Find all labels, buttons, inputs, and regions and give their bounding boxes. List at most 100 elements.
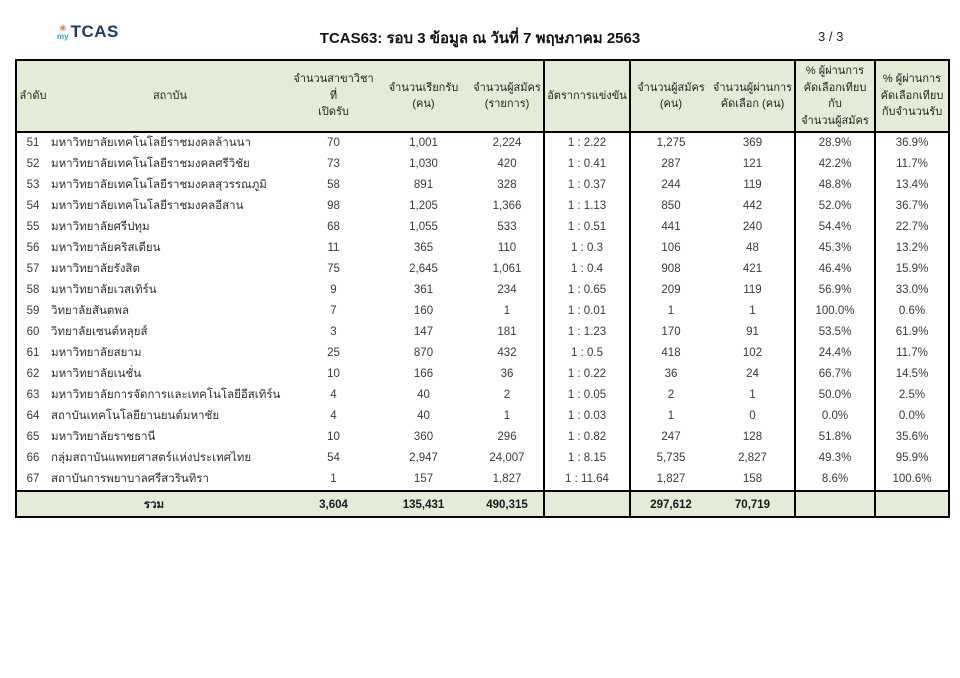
cell-no: 59 (26, 305, 40, 317)
page-title: TCAS63: รอบ 3 ข้อมูล ณ วันที่ 7 พฤษภาคม … (319, 30, 641, 47)
table-row: 51 มหาวิทยาลัยเทคโนโลยีราชมงคลล้านนา 70 1,0… (17, 133, 948, 154)
cell-institution: มหาวิทยาลัยเทคโนโลยีราชมงคลล้านนา (51, 137, 251, 149)
column-header-no: ลำดับ (19, 89, 47, 102)
cell-pct-passed-vs-intake: 100.6% (874, 469, 948, 490)
column-header-passed-selection: จำนวนผู้ผ่านการ คัดเลือก (คน) (712, 81, 793, 111)
cell-no: 65 (26, 431, 40, 443)
table-row: 66 กลุ่มสถาบันแพทยศาสตร์แห่งประเทศไทย 54 2,… (17, 448, 948, 469)
cell-institution: มหาวิทยาลัยเวสเทิร์น (51, 284, 157, 296)
column-header-applicants: จำนวนผู้สมัคร (คน) (629, 61, 711, 131)
cell-applicants: 244 (629, 175, 711, 196)
cell-passed-selection: 48 (746, 242, 759, 254)
cell-programs-offered: 58 (327, 179, 340, 191)
table-header-row: ลำดับ สถาบัน จำนวนสาขาวิชาที่ เปิดรับ จำนวนเ… (17, 61, 948, 133)
cell-applicants: 418 (629, 343, 711, 364)
table-row: 65 มหาวิทยาลัยราชธานี 10 360 296 1 : 0.82 247 1… (17, 427, 948, 448)
total-competition-ratio (543, 492, 629, 516)
cell-no: 64 (26, 410, 40, 422)
cell-pct-passed-vs-intake: 36.7% (874, 196, 948, 217)
cell-passed-selection: 121 (742, 158, 763, 170)
cell-applicants: 106 (629, 238, 711, 259)
cell-pct-passed-vs-intake: 14.5% (874, 364, 948, 385)
column-header-intake: จำนวนเรียกรับ (คน) (388, 81, 459, 111)
cell-intake: 361 (413, 284, 434, 296)
cell-competition-ratio: 1 : 2.22 (543, 133, 629, 154)
cell-intake: 157 (413, 473, 434, 485)
cell-pct-passed-vs-applicants: 56.9% (794, 280, 874, 301)
table-row: 58 มหาวิทยาลัยเวสเทิร์น 9 361 234 1 : 0.65 209… (17, 280, 948, 301)
cell-intake: 870 (413, 347, 434, 359)
cell-institution: มหาวิทยาลัยสยาม (51, 347, 142, 359)
cell-passed-selection: 442 (742, 200, 763, 212)
cell-competition-ratio: 1 : 0.41 (543, 154, 629, 175)
cell-institution: มหาวิทยาลัยคริสเตียน (51, 242, 161, 254)
cell-pct-passed-vs-applicants: 46.4% (794, 259, 874, 280)
cell-intake: 365 (413, 242, 434, 254)
cell-programs-offered: 98 (327, 200, 340, 212)
cell-applications: 1 (503, 410, 511, 422)
cell-pct-passed-vs-intake: 2.5% (874, 385, 948, 406)
page-indicator: 3 / 3 (818, 29, 844, 44)
cell-institution: มหาวิทยาลัยรังสิต (51, 263, 140, 275)
cell-passed-selection: 158 (742, 473, 763, 485)
cell-competition-ratio: 1 : 8.15 (543, 448, 629, 469)
logo-my-text: my (57, 31, 69, 41)
cell-applicants: 1 (629, 301, 711, 322)
cell-pct-passed-vs-applicants: 45.3% (794, 238, 874, 259)
cell-pct-passed-vs-intake: 11.7% (874, 154, 948, 175)
table-row: 52 มหาวิทยาลัยเทคโนโลยีราชมงคลศรีวิชัย 73 1… (17, 154, 948, 175)
cell-intake: 2,947 (409, 452, 438, 464)
cell-programs-offered: 3 (330, 326, 337, 338)
cell-programs-offered: 68 (327, 221, 340, 233)
flower-icon: ❀ (59, 22, 67, 33)
table-row: 67 สถาบันการพยาบาลศรีสวรินทิรา 1 157 1,827 1 … (17, 469, 948, 490)
table-row: 57 มหาวิทยาลัยรังสิต 75 2,645 1,061 1 : 0.4 90… (17, 259, 948, 280)
column-header-pct-passed-vs-applicants: % ผู้ผ่านการ คัดเลือกเทียบกับ จำนวนผู้สมัค… (794, 61, 874, 131)
cell-passed-selection: 119 (743, 284, 762, 296)
cell-passed-selection: 1 (749, 305, 756, 317)
table-row: 63 มหาวิทยาลัยการจัดการและเทคโนโลยีอีสเทิ… (17, 385, 948, 406)
cell-competition-ratio: 1 : 1.13 (543, 196, 629, 217)
cell-no: 61 (26, 347, 40, 359)
cell-institution: มหาวิทยาลัยเนชั่น (51, 368, 142, 380)
cell-applicants: 5,735 (629, 448, 711, 469)
cell-intake: 891 (413, 179, 434, 191)
cell-applicants: 170 (629, 322, 711, 343)
table-row: 62 มหาวิทยาลัยเนชั่น 10 166 36 1 : 0.22 36 24 66… (17, 364, 948, 385)
cell-passed-selection: 119 (743, 179, 762, 191)
column-header-pct-passed-vs-intake: % ผู้ผ่านการ คัดเลือกเทียบ กับจำนวนรับ (874, 61, 948, 131)
cell-pct-passed-vs-applicants: 66.7% (794, 364, 874, 385)
column-header-programs-offered: จำนวนสาขาวิชาที่ เปิดรับ (293, 73, 374, 119)
cell-institution: วิทยาลัยสันตพล (51, 305, 129, 317)
cell-intake: 160 (413, 305, 434, 317)
cell-applicants: 908 (629, 259, 711, 280)
cell-programs-offered: 4 (330, 389, 337, 401)
cell-competition-ratio: 1 : 0.3 (543, 238, 629, 259)
cell-programs-offered: 1 (330, 473, 337, 485)
cell-applications: 1,061 (492, 263, 522, 275)
cell-applicants: 36 (629, 364, 711, 385)
cell-pct-passed-vs-intake: 61.9% (874, 322, 948, 343)
cell-intake: 147 (413, 326, 434, 338)
cell-pct-passed-vs-intake: 22.7% (874, 217, 948, 238)
total-applicants: 297,612 (629, 492, 711, 516)
cell-programs-offered: 11 (327, 242, 340, 254)
cell-pct-passed-vs-applicants: 42.2% (794, 154, 874, 175)
cell-no: 56 (26, 242, 40, 254)
cell-applicants: 247 (629, 427, 711, 448)
cell-institution: วิทยาลัยเซนต์หลุยส์ (51, 326, 148, 338)
cell-pct-passed-vs-applicants: 28.9% (794, 133, 874, 154)
results-table: ลำดับ สถาบัน จำนวนสาขาวิชาที่ เปิดรับ จำนวนเ… (15, 59, 950, 518)
cell-programs-offered: 4 (330, 410, 337, 422)
cell-competition-ratio: 1 : 0.05 (543, 385, 629, 406)
table-row: 54 มหาวิทยาลัยเทคโนโลยีราชมงคลอีสาน 98 1,20… (17, 196, 948, 217)
cell-competition-ratio: 1 : 0.03 (543, 406, 629, 427)
cell-competition-ratio: 1 : 0.4 (543, 259, 629, 280)
table-total-row: รวม 3,604 135,431 490,315 297,612 70,719 (17, 490, 948, 516)
cell-applicants: 1,275 (629, 133, 711, 154)
cell-intake: 1,205 (409, 200, 438, 212)
cell-pct-passed-vs-applicants: 0.0% (794, 406, 874, 427)
cell-intake: 40 (417, 389, 430, 401)
total-programs-offered: 3,604 (319, 499, 348, 511)
